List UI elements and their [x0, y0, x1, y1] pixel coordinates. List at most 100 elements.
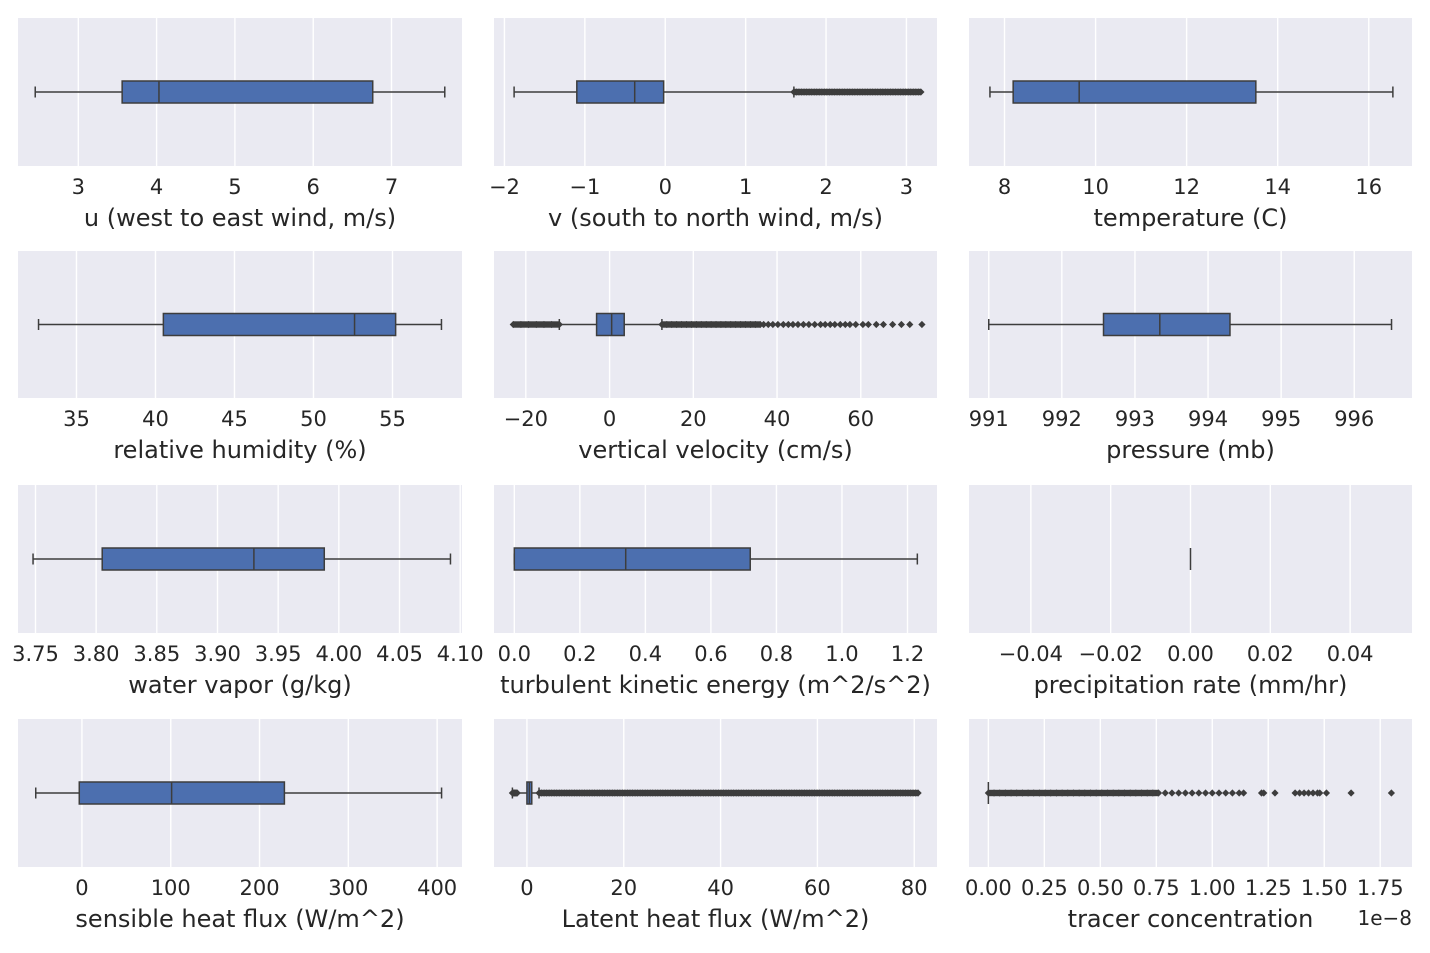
tick-label: 12 [1173, 175, 1200, 199]
outlier-marker [826, 320, 834, 329]
outlier-marker [677, 320, 686, 329]
tick-label: 200 [239, 876, 279, 900]
tick-label: 994 [1188, 407, 1228, 431]
box [121, 80, 374, 104]
outlier-marker [1086, 789, 1095, 797]
outlier-marker [764, 320, 772, 329]
outlier-marker [1154, 789, 1163, 797]
outlier-marker [990, 789, 998, 797]
tick-label: −0.02 [1079, 642, 1143, 666]
outlier-marker [682, 320, 691, 329]
tick-label: 100 [151, 876, 191, 900]
axis-label: vertical velocity (cm/s) [578, 436, 852, 464]
subplot-4: 35 40 45 50 55 relative humidity (%) [18, 251, 462, 464]
outlier-marker [760, 320, 768, 329]
outlier-marker [555, 320, 563, 329]
axis-label: precipitation rate (mm/hr) [1034, 671, 1348, 699]
tick-label: −2 [489, 175, 520, 199]
outlier-marker [673, 320, 681, 329]
tick-label: 45 [221, 407, 248, 431]
outlier-marker [784, 320, 792, 329]
outlier-marker [663, 320, 671, 329]
tick-label: 0.25 [1021, 876, 1068, 900]
outlier-marker [1052, 789, 1061, 797]
tick-label: 40 [764, 407, 791, 431]
tick-label: 0 [603, 407, 616, 431]
tick-label: 3 [900, 175, 913, 199]
tick-label: 7 [385, 175, 398, 199]
outlier-marker [751, 320, 759, 329]
tick-label: 6 [307, 175, 320, 199]
outlier-marker [712, 320, 720, 329]
outlier-marker [996, 789, 1004, 797]
tick-label: 3.75 [12, 642, 59, 666]
outlier-marker [1300, 789, 1308, 797]
outlier-marker [1271, 789, 1279, 797]
outlier-marker [1137, 789, 1146, 797]
tick-label: 0.02 [1247, 642, 1294, 666]
outlier-marker [864, 320, 872, 329]
outlier-marker [1222, 789, 1230, 797]
outlier-marker [1018, 789, 1027, 797]
outlier-marker [918, 320, 926, 329]
outlier-marker [717, 320, 725, 329]
outlier-marker [789, 320, 797, 329]
tick-label: 5 [228, 175, 241, 199]
tick-label: 992 [1042, 407, 1082, 431]
box [1102, 312, 1231, 337]
outlier-marker [836, 320, 844, 329]
outlier-marker [1295, 789, 1304, 797]
outlier-marker [1030, 789, 1038, 797]
axis-label: relative humidity (%) [113, 436, 366, 464]
tick-label: 993 [1115, 407, 1155, 431]
outlier-marker [540, 320, 548, 329]
outlier-marker [737, 320, 745, 329]
subplot-12: 0.00 0.25 0.50 0.75 1.00 1.25 1.50 1.75 tracer c… [965, 719, 1412, 933]
axis-label: sensible heat flux (W/m^2) [75, 905, 404, 933]
outlier-marker [1109, 789, 1117, 797]
outlier-marker [1143, 789, 1151, 797]
outlier-marker [1161, 789, 1169, 797]
outlier-marker [741, 320, 750, 329]
outlier-marker [1215, 789, 1223, 797]
tick-label: 35 [63, 407, 90, 431]
box [595, 312, 625, 337]
outlier-marker [658, 320, 666, 329]
tick-label: 0.4 [629, 642, 662, 666]
outlier-marker [1069, 789, 1078, 797]
outlier-marker [668, 320, 676, 329]
tick-label: 20 [680, 407, 707, 431]
tick-label: 0 [520, 876, 533, 900]
outlier-marker [1201, 789, 1210, 797]
outlier-marker [1024, 789, 1032, 797]
tick-label: −0.04 [999, 642, 1063, 666]
tick-label: 0 [75, 876, 88, 900]
outlier-marker [513, 789, 521, 797]
box [1012, 80, 1257, 104]
tick-label: 0.75 [1133, 876, 1180, 900]
outlier-marker [794, 320, 802, 329]
axis-label: tracer concentration [1068, 905, 1314, 933]
outlier-marker [1035, 789, 1044, 797]
subplot-7: 3.75 3.80 3.85 3.90 3.95 4.00 4.05 4.10 water va… [12, 485, 484, 699]
tick-label: 0.8 [760, 642, 793, 666]
outlier-marker [859, 320, 867, 329]
tick-label: 8 [998, 175, 1011, 199]
tick-label: 3.95 [255, 642, 302, 666]
outlier-marker [1001, 789, 1009, 797]
outlier-marker [774, 320, 782, 329]
outlier-marker [697, 320, 705, 329]
outlier-marker [1228, 789, 1237, 797]
outlier-marker [692, 320, 700, 329]
outlier-marker [532, 320, 540, 329]
outlier-marker [1260, 789, 1268, 797]
outlier-marker [1240, 789, 1248, 797]
tick-label: 80 [901, 876, 928, 900]
outlier-marker [1047, 789, 1055, 797]
tick-label: 991 [969, 407, 1009, 431]
tick-label: 4 [150, 175, 163, 199]
outlier-marker [805, 320, 813, 329]
axis-offset-label: 1e−8 [1357, 906, 1412, 930]
outlier-marker [799, 320, 808, 329]
